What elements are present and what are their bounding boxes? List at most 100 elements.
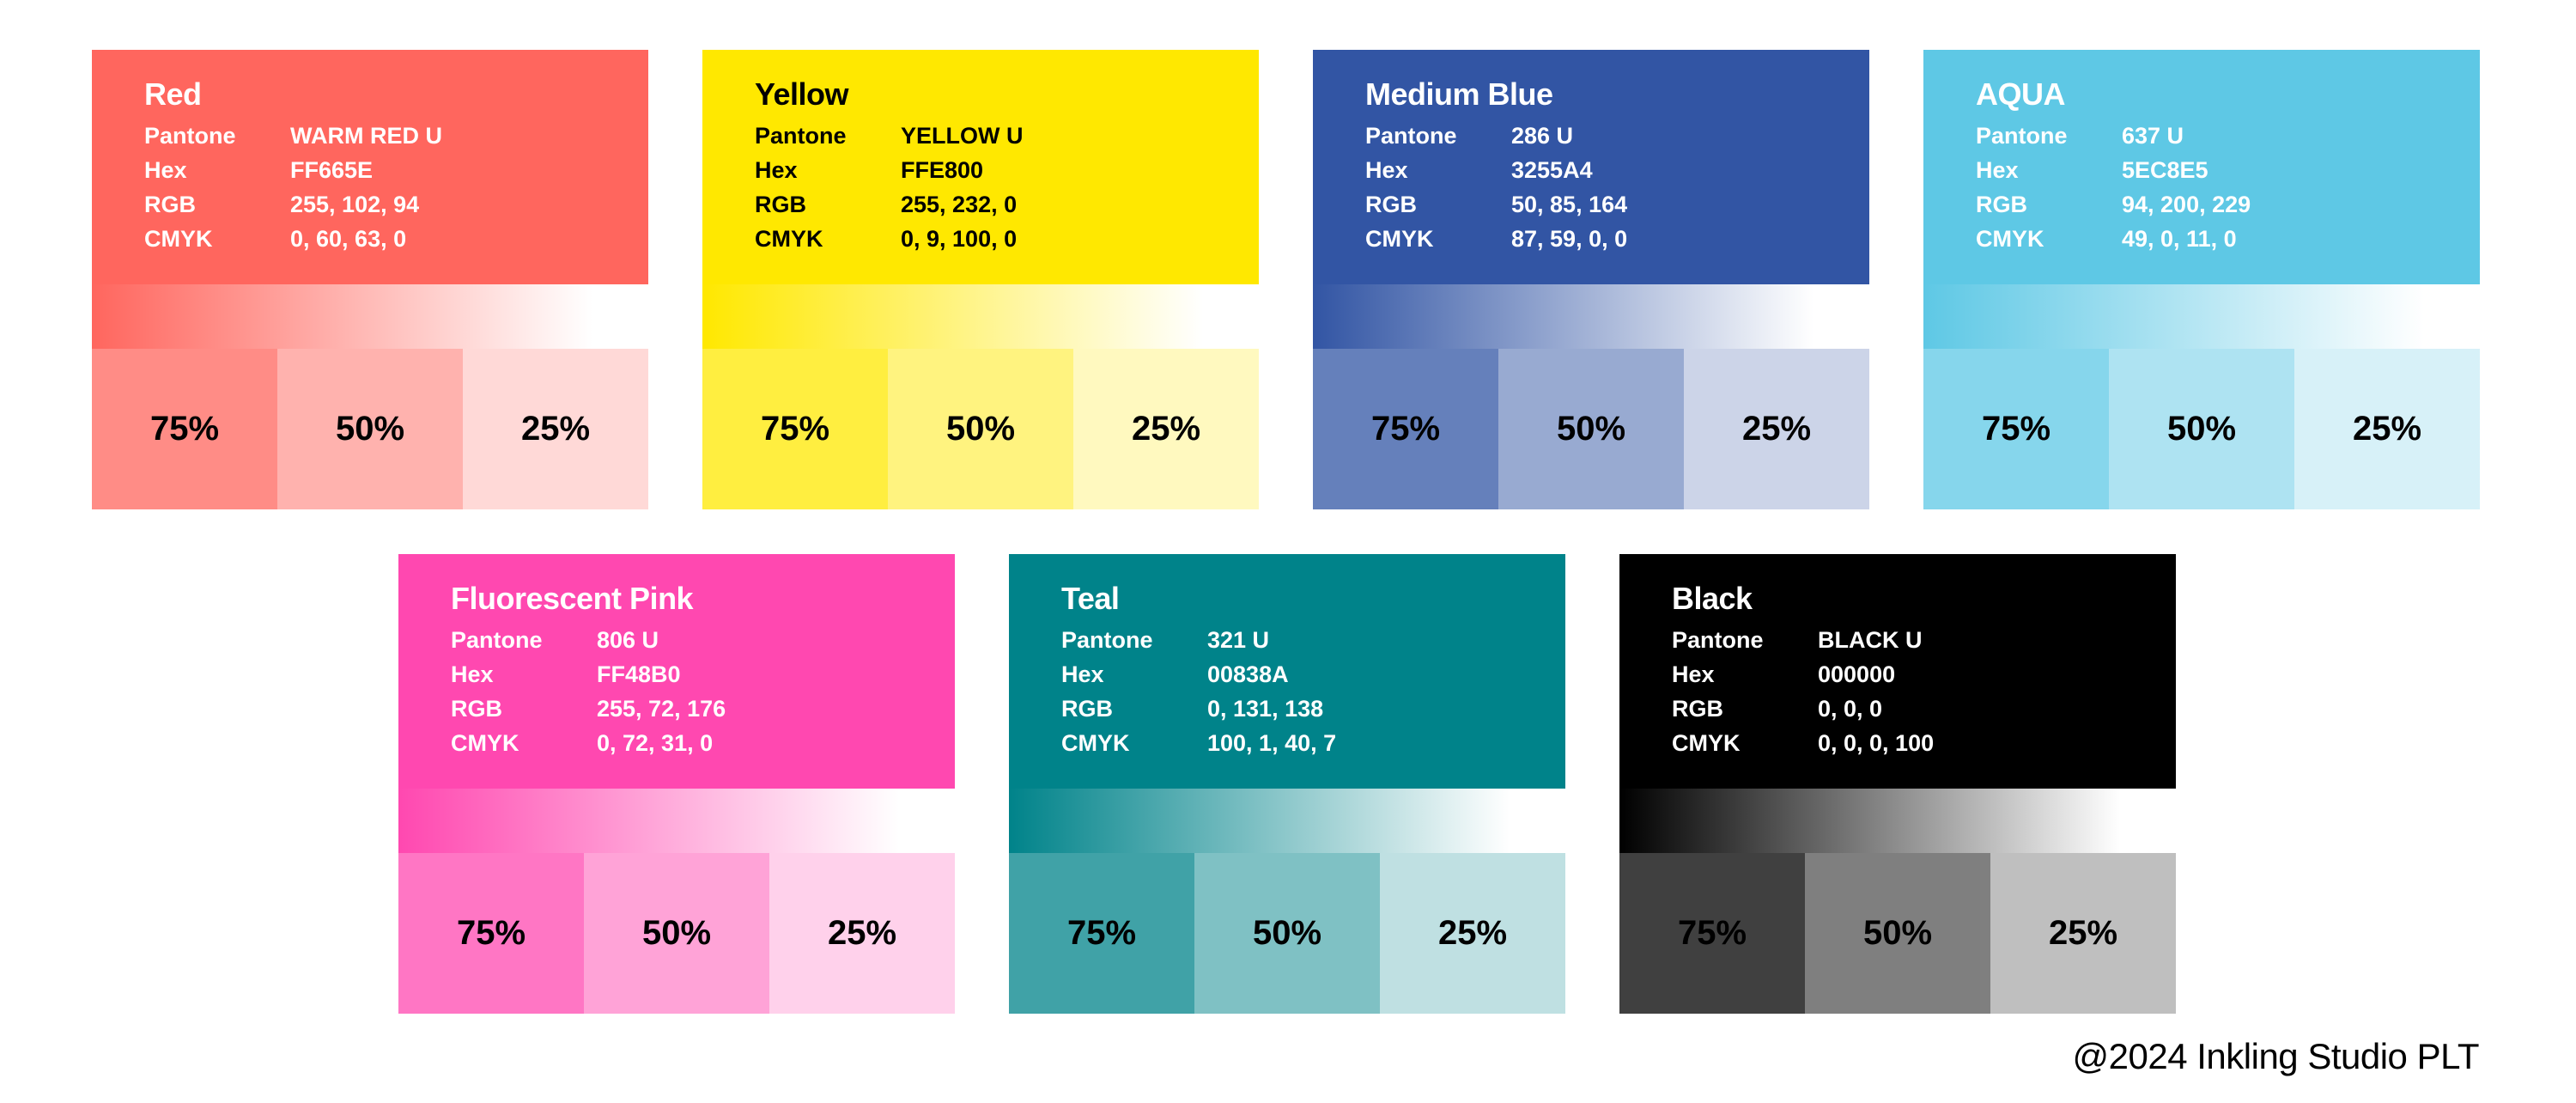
- rgb-value: 0, 0, 0: [1818, 696, 1883, 722]
- hex-label: Hex: [144, 157, 187, 183]
- copyright-text: @2024 Inkling Studio PLT: [2072, 1036, 2480, 1076]
- cmyk-value: 87, 59, 0, 0: [1511, 226, 1628, 252]
- cmyk-value: 0, 0, 0, 100: [1818, 730, 1935, 756]
- tint-label-25: 25%: [827, 914, 897, 952]
- hex-value: FF665E: [290, 157, 374, 183]
- swatch-info-panel: AQUA Pantone 637 U Hex 5EC8E5 RGB 94, 20…: [1923, 50, 2480, 284]
- rgb-label: RGB: [1365, 192, 1417, 217]
- rgb-row: RGB 0, 0, 0: [1672, 692, 2150, 726]
- cmyk-label: CMYK: [1976, 226, 2044, 252]
- pantone-value: BLACK U: [1818, 627, 1923, 653]
- tint-box-75: 75%: [398, 853, 584, 1014]
- cmyk-row: CMYK 0, 60, 63, 0: [144, 222, 623, 256]
- rgb-value: 0, 131, 138: [1207, 696, 1324, 722]
- cmyk-row: CMYK 87, 59, 0, 0: [1365, 222, 1844, 256]
- rgb-value: 255, 232, 0: [901, 192, 1018, 217]
- tint-label-50: 50%: [1556, 410, 1626, 448]
- hex-row: Hex 00838A: [1061, 657, 1540, 692]
- pantone-row: Pantone YELLOW U: [755, 119, 1233, 153]
- hex-label: Hex: [451, 661, 494, 687]
- cmyk-value: 100, 1, 40, 7: [1207, 730, 1337, 756]
- pantone-label: Pantone: [1672, 627, 1764, 653]
- pantone-value: 321 U: [1207, 627, 1270, 653]
- tint-label-50: 50%: [1862, 914, 1933, 952]
- tint-gradient-strip: [1009, 789, 1565, 853]
- cmyk-label: CMYK: [1365, 226, 1434, 252]
- swatch-title: Black: [1672, 581, 1753, 616]
- cmyk-row: CMYK 0, 9, 100, 0: [755, 222, 1233, 256]
- tint-box-50: 50%: [888, 349, 1073, 509]
- tint-box-25: 25%: [2294, 349, 2480, 509]
- hex-row: Hex FFE800: [755, 153, 1233, 187]
- swatch-title: Red: [144, 76, 202, 112]
- pantone-label: Pantone: [1365, 123, 1457, 149]
- pantone-row: Pantone 286 U: [1365, 119, 1844, 153]
- tint-gradient-strip: [1923, 284, 2480, 349]
- tint-row: 75% 50% 25%: [1619, 853, 2176, 1014]
- swatch-card-medium-blue: Medium Blue Pantone 286 U Hex 3255A4 RGB…: [1313, 50, 1869, 509]
- tint-gradient-strip: [1313, 284, 1869, 349]
- pantone-value: 286 U: [1511, 123, 1574, 149]
- cmyk-label: CMYK: [1672, 730, 1741, 756]
- swatch-info-panel: Yellow Pantone YELLOW U Hex FFE800 RGB 2…: [702, 50, 1259, 284]
- tint-label-75: 75%: [1677, 914, 1747, 952]
- swatch-card-fluorescent-pink: Fluorescent Pink Pantone 806 U Hex FF48B…: [398, 554, 955, 1014]
- swatch-title: Fluorescent Pink: [451, 581, 694, 616]
- swatch-title: Yellow: [755, 76, 849, 112]
- tint-label-75: 75%: [456, 914, 526, 952]
- rgb-value: 94, 200, 229: [2122, 192, 2251, 217]
- tint-gradient-strip: [1619, 789, 2176, 853]
- swatch-title: AQUA: [1976, 76, 2066, 112]
- pantone-row: Pantone WARM RED U: [144, 119, 623, 153]
- hex-row: Hex 000000: [1672, 657, 2150, 692]
- tint-label-75: 75%: [1370, 410, 1441, 448]
- swatch-card-aqua: AQUA Pantone 637 U Hex 5EC8E5 RGB 94, 20…: [1923, 50, 2480, 509]
- cmyk-row: CMYK 0, 0, 0, 100: [1672, 726, 2150, 760]
- tint-box-75: 75%: [1313, 349, 1498, 509]
- hex-row: Hex 3255A4: [1365, 153, 1844, 187]
- hex-row: Hex FF665E: [144, 153, 623, 187]
- hex-label: Hex: [755, 157, 798, 183]
- tint-label-25: 25%: [2048, 914, 2118, 952]
- tint-gradient-strip: [398, 789, 955, 853]
- tint-label-25: 25%: [520, 410, 591, 448]
- pantone-label: Pantone: [755, 123, 847, 149]
- cmyk-label: CMYK: [144, 226, 213, 252]
- tint-box-50: 50%: [1498, 349, 1684, 509]
- tint-box-75: 75%: [702, 349, 888, 509]
- rgb-row: RGB 255, 72, 176: [451, 692, 929, 726]
- pantone-row: Pantone BLACK U: [1672, 623, 2150, 657]
- tint-box-75: 75%: [1619, 853, 1805, 1014]
- pantone-value: WARM RED U: [290, 123, 442, 149]
- rgb-value: 50, 85, 164: [1511, 192, 1628, 217]
- cmyk-value: 0, 72, 31, 0: [597, 730, 714, 756]
- tint-label-50: 50%: [641, 914, 712, 952]
- cmyk-value: 0, 60, 63, 0: [290, 226, 407, 252]
- swatch-info-panel: Red Pantone WARM RED U Hex FF665E RGB 25…: [92, 50, 648, 284]
- rgb-label: RGB: [1061, 696, 1113, 722]
- rgb-label: RGB: [144, 192, 196, 217]
- hex-value: FFE800: [901, 157, 984, 183]
- rgb-row: RGB 50, 85, 164: [1365, 187, 1844, 222]
- swatch-info-panel: Medium Blue Pantone 286 U Hex 3255A4 RGB…: [1313, 50, 1869, 284]
- tint-label-50: 50%: [2166, 410, 2237, 448]
- rgb-label: RGB: [451, 696, 502, 722]
- cmyk-value: 49, 0, 11, 0: [2122, 226, 2237, 252]
- tint-box-25: 25%: [1990, 853, 2176, 1014]
- rgb-row: RGB 255, 232, 0: [755, 187, 1233, 222]
- rgb-label: RGB: [1672, 696, 1723, 722]
- swatch-title: Medium Blue: [1365, 76, 1553, 112]
- tint-row: 75% 50% 25%: [702, 349, 1259, 509]
- hex-label: Hex: [1061, 661, 1104, 687]
- swatch-info-panel: Teal Pantone 321 U Hex 00838A RGB 0, 131…: [1009, 554, 1565, 789]
- cmyk-label: CMYK: [1061, 730, 1130, 756]
- cmyk-row: CMYK 0, 72, 31, 0: [451, 726, 929, 760]
- tint-label-75: 75%: [760, 410, 830, 448]
- tint-label-50: 50%: [1252, 914, 1322, 952]
- swatch-card-red: Red Pantone WARM RED U Hex FF665E RGB 25…: [92, 50, 648, 509]
- tint-row: 75% 50% 25%: [1923, 349, 2480, 509]
- cmyk-row: CMYK 100, 1, 40, 7: [1061, 726, 1540, 760]
- swatch-row-bottom: Fluorescent Pink Pantone 806 U Hex FF48B…: [398, 554, 2176, 1014]
- tint-row: 75% 50% 25%: [1009, 853, 1565, 1014]
- tint-label-25: 25%: [2352, 410, 2422, 448]
